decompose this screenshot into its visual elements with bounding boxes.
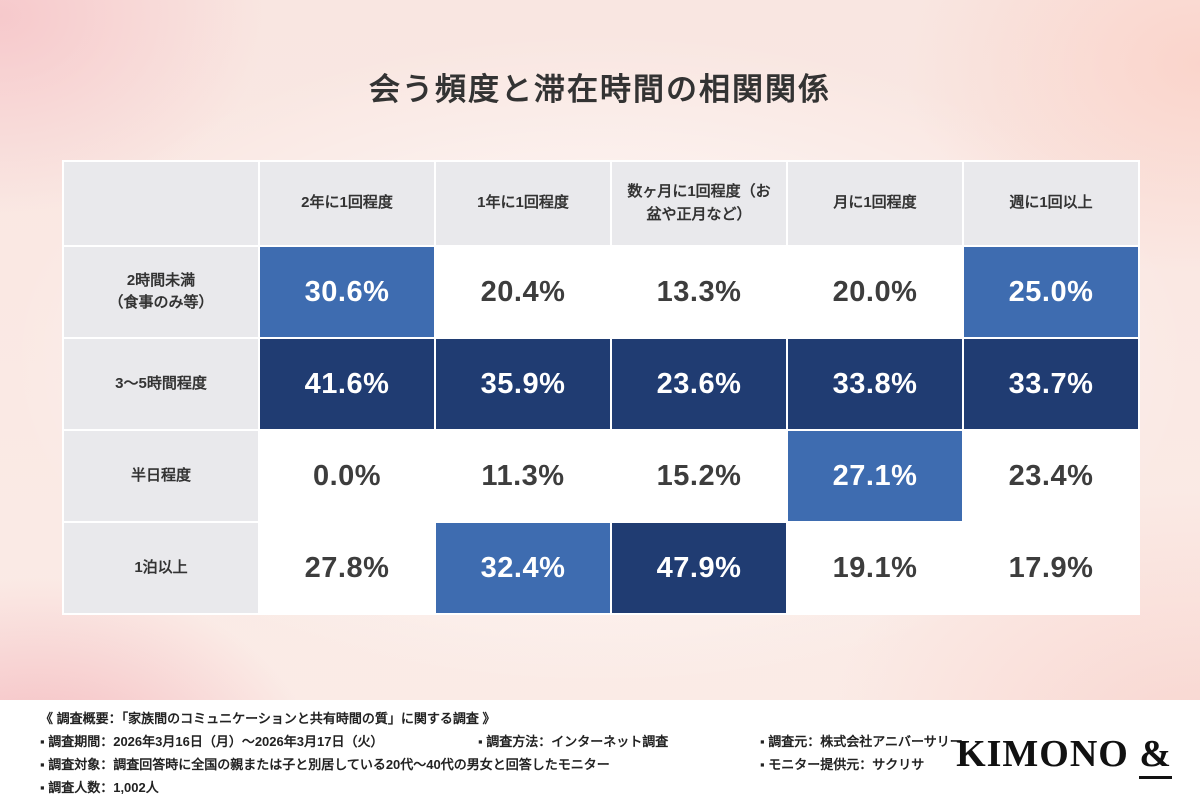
data-cell: 27.1% [786,429,964,523]
row-header: 2時間未満 （食事のみ等） [62,245,260,339]
survey-overview: 《 調査概要：「家族間のコミュニケーションと共有時間の質」に関する調査 》 [40,711,496,726]
column-header: 月に1回程度 [786,160,964,247]
data-cell: 0.0% [258,429,436,523]
data-cell: 13.3% [610,245,788,339]
column-header: 数ヶ月に1回程度（お盆や正月など） [610,160,788,247]
logo-ampersand: & [1139,733,1172,779]
row-header: 3〜5時間程度 [62,337,260,431]
data-cell: 41.6% [258,337,436,431]
table-row: 1泊以上 27.8% 32.4% 47.9% 19.1% 17.9% [62,521,1140,615]
table-row: 2時間未満 （食事のみ等） 30.6% 20.4% 13.3% 20.0% 25… [62,245,1140,339]
data-cell: 20.4% [434,245,612,339]
table-row: 3〜5時間程度 41.6% 35.9% 23.6% 33.8% 33.7% [62,337,1140,431]
data-cell: 33.8% [786,337,964,431]
column-header: 1年に1回程度 [434,160,612,247]
survey-target: ▪ 調査対象：調査回答時に全国の親または子と別居している20代〜40代の男女と回… [40,757,610,772]
header-row: 2年に1回程度 1年に1回程度 数ヶ月に1回程度（お盆や正月など） 月に1回程度… [62,160,1140,247]
data-cell: 19.1% [786,521,964,615]
survey-method: ▪ 調査方法：インターネット調査 [478,734,669,749]
data-cell: 25.0% [962,245,1140,339]
data-cell: 33.7% [962,337,1140,431]
table-row: 半日程度 0.0% 11.3% 15.2% 27.1% 23.4% [62,429,1140,523]
data-cell: 15.2% [610,429,788,523]
survey-respondent-count: ▪ 調査人数：1,002人 [40,780,159,795]
column-header: 2年に1回程度 [258,160,436,247]
data-cell: 23.4% [962,429,1140,523]
survey-monitor-provider: ▪ モニター提供元：サクリサ [760,757,925,772]
data-cell: 47.9% [610,521,788,615]
kimono-and-logo: KIMONO & [956,732,1172,779]
data-cell: 23.6% [610,337,788,431]
row-header: 1泊以上 [62,521,260,615]
logo-text: KIMONO [956,733,1129,775]
data-cell: 20.0% [786,245,964,339]
survey-footer: 《 調査概要：「家族間のコミュニケーションと共有時間の質」に関する調査 》 ▪ … [0,700,1200,800]
correlation-table: 2年に1回程度 1年に1回程度 数ヶ月に1回程度（お盆や正月など） 月に1回程度… [62,160,1140,615]
page-title: 会う頻度と滞在時間の相関関係 [369,72,831,107]
row-header: 半日程度 [62,429,260,523]
data-cell: 32.4% [434,521,612,615]
survey-period: ▪ 調査期間：2026年3月16日（月）〜2026年3月17日（火） [40,734,384,749]
heatmap-table: 2年に1回程度 1年に1回程度 数ヶ月に1回程度（お盆や正月など） 月に1回程度… [62,160,1140,615]
survey-source: ▪ 調査元：株式会社アニバーサリー [760,734,963,749]
table-corner-cell [62,160,260,247]
data-cell: 17.9% [962,521,1140,615]
column-header: 週に1回以上 [962,160,1140,247]
data-cell: 35.9% [434,337,612,431]
data-cell: 27.8% [258,521,436,615]
data-cell: 30.6% [258,245,436,339]
data-cell: 11.3% [434,429,612,523]
